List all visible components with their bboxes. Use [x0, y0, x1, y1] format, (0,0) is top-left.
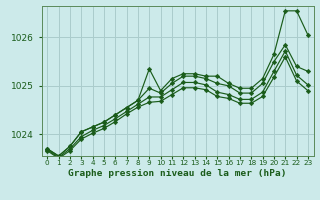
X-axis label: Graphe pression niveau de la mer (hPa): Graphe pression niveau de la mer (hPa) — [68, 169, 287, 178]
